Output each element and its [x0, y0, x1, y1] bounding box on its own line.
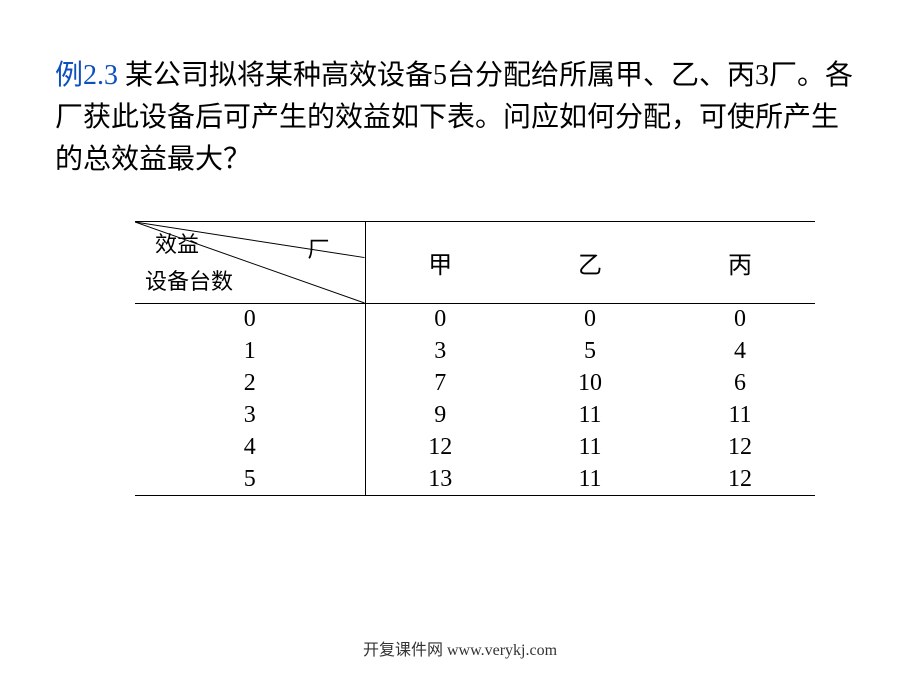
- row-label: 5: [135, 464, 365, 496]
- row-label: 3: [135, 400, 365, 432]
- table-row: 4 12 11 12: [135, 432, 815, 464]
- col-header-jia: 甲: [365, 222, 515, 304]
- benefit-table-container: 效益 厂 设备台数 甲 乙 丙 0 0 0 0 1 3 5 4 2: [135, 221, 865, 496]
- data-cell: 10: [515, 368, 665, 400]
- data-cell: 9: [365, 400, 515, 432]
- data-cell: 5: [515, 336, 665, 368]
- data-cell: 6: [665, 368, 815, 400]
- row-label: 1: [135, 336, 365, 368]
- col-header-bing: 丙: [665, 222, 815, 304]
- data-cell: 13: [365, 464, 515, 496]
- diagonal-header-cell: 效益 厂 设备台数: [135, 222, 365, 304]
- data-cell: 7: [365, 368, 515, 400]
- table-row: 1 3 5 4: [135, 336, 815, 368]
- data-cell: 3: [365, 336, 515, 368]
- data-cell: 12: [365, 432, 515, 464]
- table-row: 5 13 11 12: [135, 464, 815, 496]
- factory-label: 厂: [307, 232, 329, 264]
- efficiency-label: 效益: [155, 227, 199, 259]
- data-cell: 11: [515, 400, 665, 432]
- table-header-row: 效益 厂 设备台数 甲 乙 丙: [135, 222, 815, 304]
- col-header-yi: 乙: [515, 222, 665, 304]
- data-cell: 0: [665, 304, 815, 336]
- example-label: 例2.3: [55, 60, 118, 91]
- table-row: 0 0 0 0: [135, 304, 815, 336]
- data-cell: 4: [665, 336, 815, 368]
- problem-text: 某公司拟将某种高效设备5台分配给所属甲、乙、丙3厂。各厂获此设备后可产生的效益如…: [55, 60, 853, 175]
- data-cell: 0: [515, 304, 665, 336]
- data-cell: 12: [665, 432, 815, 464]
- data-cell: 11: [515, 432, 665, 464]
- row-label: 4: [135, 432, 365, 464]
- footer-text: 开复课件网 www.verykj.com: [363, 636, 557, 660]
- row-label: 0: [135, 304, 365, 336]
- data-cell: 11: [665, 400, 815, 432]
- data-cell: 12: [665, 464, 815, 496]
- problem-statement: 例2.3 某公司拟将某种高效设备5台分配给所属甲、乙、丙3厂。各厂获此设备后可产…: [55, 55, 865, 181]
- table-row: 3 9 11 11: [135, 400, 815, 432]
- equipment-label: 设备台数: [145, 264, 233, 296]
- benefit-table: 效益 厂 设备台数 甲 乙 丙 0 0 0 0 1 3 5 4 2: [135, 221, 815, 496]
- data-cell: 11: [515, 464, 665, 496]
- data-cell: 0: [365, 304, 515, 336]
- row-label: 2: [135, 368, 365, 400]
- table-row: 2 7 10 6: [135, 368, 815, 400]
